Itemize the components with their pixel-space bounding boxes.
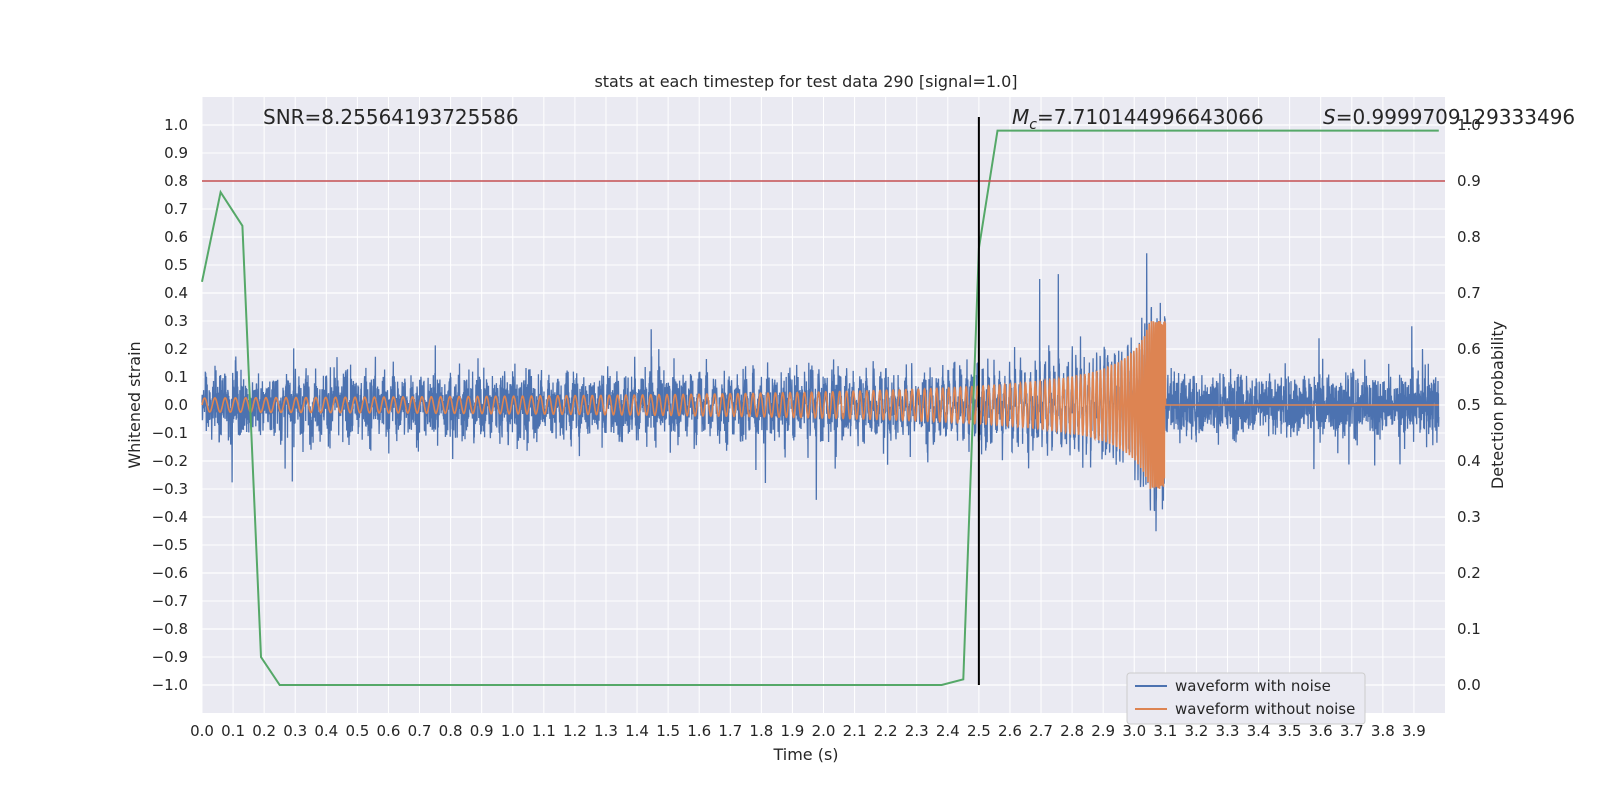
series-waveform-without-noise — [201, 320, 1439, 490]
line-waveform-without-noise — [201, 320, 1439, 490]
x-tick-label: 1.4 — [625, 722, 649, 740]
snr-annotation: SNR=8.25564193725586 — [263, 105, 519, 129]
line-detection-probability — [201, 129, 1439, 686]
y-tick-label: −0.8 — [152, 620, 188, 638]
legend: waveform with noise waveform without noi… — [1126, 672, 1366, 725]
x-tick-label: 1.9 — [780, 722, 804, 740]
x-tick-label: 2.9 — [1091, 722, 1115, 740]
x-tick-label: 1.8 — [749, 722, 773, 740]
y-tick-label: 0.6 — [164, 228, 188, 246]
s-annotation: S=0.9999709129333496 — [1323, 105, 1575, 129]
x-tick-label: 3.5 — [1278, 722, 1302, 740]
x-tick-label: 0.3 — [283, 722, 307, 740]
y2-tick-label: 0.1 — [1457, 620, 1481, 638]
x-tick-label: 0.2 — [252, 722, 276, 740]
x-tick-label: 1.7 — [718, 722, 742, 740]
y2-tick-label: 0.6 — [1457, 340, 1481, 358]
x-tick-label: 3.6 — [1309, 722, 1333, 740]
series-detection-probability — [201, 129, 1439, 686]
x-tick-label: 0.6 — [377, 722, 401, 740]
y-tick-label: 0.4 — [164, 284, 188, 302]
x-tick-label: 3.0 — [1122, 722, 1146, 740]
legend-label-noisy: waveform with noise — [1175, 677, 1331, 695]
y-tick-label: 0.9 — [164, 144, 188, 162]
x-tick-label: 3.4 — [1247, 722, 1271, 740]
mc-value: =7.710144996643066 — [1037, 105, 1264, 129]
x-tick-label: 1.6 — [687, 722, 711, 740]
y2-tick-label: 1.0 — [1457, 116, 1481, 134]
y-tick-label: 0.5 — [164, 256, 188, 274]
y2-axis-ticks: 1.0 0.9 0.8 0.7 0.6 0.5 0.4 0.3 0.2 0.1 0.0 — [1457, 116, 1481, 694]
legend-box — [1126, 672, 1366, 725]
x-tick-label: 2.1 — [843, 722, 867, 740]
x-tick-label: 0.4 — [314, 722, 338, 740]
x-tick-label: 2.8 — [1060, 722, 1084, 740]
x-tick-label: 3.2 — [1184, 722, 1208, 740]
x-tick-label: 1.0 — [501, 722, 525, 740]
y-tick-label: −0.9 — [152, 648, 188, 666]
s-value: =0.9999709129333496 — [1336, 105, 1575, 129]
x-tick-label: 3.3 — [1216, 722, 1240, 740]
y2-tick-label: 0.9 — [1457, 172, 1481, 190]
x-tick-label: 3.8 — [1371, 722, 1395, 740]
x-tick-label: 3.9 — [1402, 722, 1426, 740]
y-tick-label: −0.1 — [152, 424, 188, 442]
y2-tick-label: 0.5 — [1457, 396, 1481, 414]
x-tick-label: 1.2 — [563, 722, 587, 740]
y-tick-label: −0.6 — [152, 564, 188, 582]
x-tick-label: 0.5 — [345, 722, 369, 740]
y-axis-label: Whitened strain — [125, 341, 144, 468]
x-tick-label: 2.0 — [812, 722, 836, 740]
mc-subscript: c — [1029, 117, 1037, 133]
y-tick-label: 0.7 — [164, 200, 188, 218]
chart-title: stats at each timestep for test data 290… — [594, 72, 1017, 91]
y-tick-label: 0.1 — [164, 368, 188, 386]
x-tick-label: 2.3 — [905, 722, 929, 740]
y-tick-label: −0.3 — [152, 480, 188, 498]
y2-tick-label: 0.2 — [1457, 564, 1481, 582]
x-tick-label: 1.5 — [656, 722, 680, 740]
s-symbol: S — [1323, 105, 1336, 129]
x-tick-label: 0.1 — [221, 722, 245, 740]
mc-annotation: Mc=7.710144996643066 — [1012, 105, 1264, 133]
x-tick-label: 2.4 — [936, 722, 960, 740]
y-tick-label: −0.5 — [152, 536, 188, 554]
y-tick-label: 1.0 — [164, 116, 188, 134]
x-tick-label: 0.7 — [408, 722, 432, 740]
x-tick-label: 2.6 — [998, 722, 1022, 740]
y-tick-label: −1.0 — [152, 676, 188, 694]
x-tick-label: 3.7 — [1340, 722, 1364, 740]
y-tick-label: −0.4 — [152, 508, 188, 526]
legend-label-clean: waveform without noise — [1175, 700, 1355, 718]
x-tick-label: 1.1 — [532, 722, 556, 740]
x-tick-label: 0.8 — [439, 722, 463, 740]
x-tick-label: 1.3 — [594, 722, 618, 740]
reference-lines — [202, 117, 1445, 685]
y2-tick-label: 0.3 — [1457, 508, 1481, 526]
x-tick-label: 2.2 — [874, 722, 898, 740]
y-tick-label: −0.2 — [152, 452, 188, 470]
x-tick-label: 2.5 — [967, 722, 991, 740]
y2-tick-label: 0.8 — [1457, 228, 1481, 246]
y-tick-label: 0.0 — [164, 396, 188, 414]
y-tick-label: 0.8 — [164, 172, 188, 190]
y-tick-label: 0.3 — [164, 312, 188, 330]
x-tick-label: 0.0 — [190, 722, 214, 740]
y-tick-label: 0.2 — [164, 340, 188, 358]
x-axis-label: Time (s) — [772, 745, 838, 764]
y2-tick-label: 0.7 — [1457, 284, 1481, 302]
y2-tick-label: 0.4 — [1457, 452, 1481, 470]
x-tick-label: 3.1 — [1153, 722, 1177, 740]
x-tick-label: 0.9 — [470, 722, 494, 740]
x-tick-label: 2.7 — [1029, 722, 1053, 740]
y-tick-label: −0.7 — [152, 592, 188, 610]
y2-axis-label: Detection probability — [1488, 321, 1507, 489]
x-axis-ticks: 0.0 0.1 0.2 0.3 0.4 0.5 0.6 0.7 0.8 0.9 1.0 1.1 1.2 1… — [190, 722, 1426, 740]
y-axis-ticks: 1.0 0.9 0.8 0.7 0.6 0.5 0.4 0.3 0.2 0.1 0.0 −0.1 −0.… — [152, 116, 188, 694]
mc-symbol: M — [1012, 105, 1029, 129]
y2-tick-label: 0.0 — [1457, 676, 1481, 694]
